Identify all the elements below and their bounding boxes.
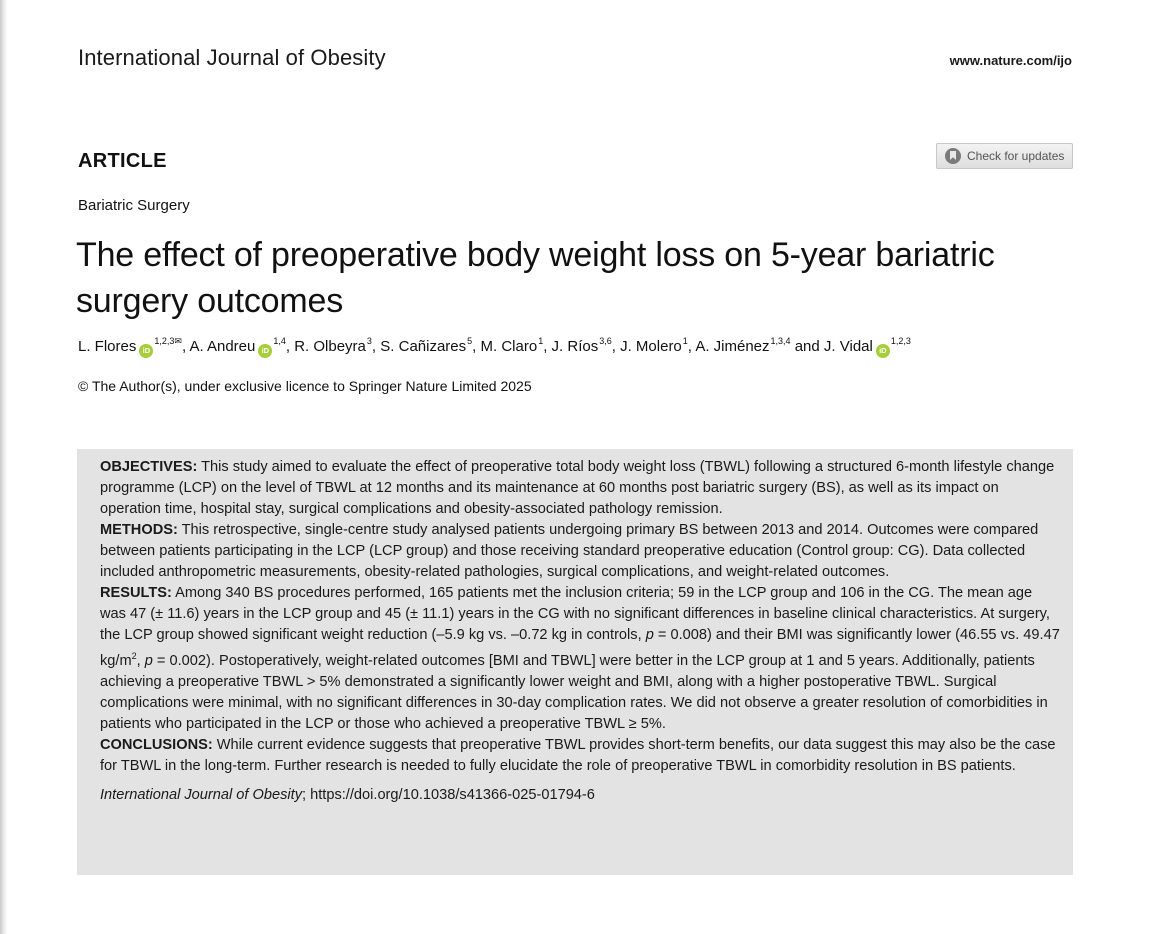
author-name[interactable]: L. Flores — [78, 338, 137, 355]
author-affiliation: 1,2,3 — [890, 336, 911, 346]
bookmark-icon — [945, 148, 961, 164]
check-for-updates-button[interactable]: Check for updates — [936, 143, 1073, 169]
results-text: = 0.008) and their BMI was significantly… — [100, 627, 1060, 669]
author-name[interactable]: J. Molero — [620, 338, 682, 355]
orcid-icon[interactable]: iD — [139, 344, 154, 358]
article-type-label: ARTICLE — [78, 150, 167, 172]
author-affiliation: 1 — [538, 336, 544, 346]
abstract-box: OBJECTIVES: This study aimed to evaluate… — [77, 449, 1073, 875]
objectives-text: This study aimed to evaluate the effect … — [100, 459, 1055, 517]
abstract-text: OBJECTIVES: This study aimed to evaluate… — [100, 457, 1060, 806]
author-name[interactable]: M. Claro — [480, 338, 538, 355]
mail-icon[interactable]: ✉ — [174, 336, 182, 346]
author-name[interactable]: S. Cañizares — [380, 338, 467, 355]
article-title: The effect of preoperative body weight l… — [76, 236, 995, 320]
p-value-symbol: p — [645, 627, 654, 643]
citation-doi-link[interactable]: ; https://doi.org/10.1038/s41366-025-017… — [302, 786, 595, 803]
page-edge-shadow — [0, 0, 8, 934]
check-for-updates-label: Check for updates — [967, 149, 1065, 163]
author-affiliation: 3,6 — [599, 336, 612, 346]
orcid-icon[interactable]: iD — [875, 344, 890, 358]
results-text: , — [136, 652, 145, 669]
journal-name: International Journal of Obesity — [78, 45, 386, 70]
objectives-heading: OBJECTIVES: — [100, 459, 198, 475]
author-list: L. Flores iD1,2,3✉, A. Andreu iD1,4, R. Ol… — [78, 336, 1078, 358]
author-affiliation: 1,3,4 — [770, 336, 791, 346]
author-affiliation: 1 — [682, 336, 688, 346]
abstract-conclusions: CONCLUSIONS: While current evidence sugg… — [100, 735, 1060, 777]
methods-text: This retrospective, single-centre study … — [100, 522, 1039, 580]
conclusions-text: While current evidence suggests that pre… — [100, 736, 1056, 774]
abstract-results: RESULTS: Among 340 BS procedures perform… — [100, 583, 1060, 735]
conclusions-heading: CONCLUSIONS: — [100, 736, 213, 753]
citation-journal: International Journal of Obesity — [100, 786, 302, 803]
superscript: 2 — [131, 651, 137, 661]
methods-heading: METHODS: — [100, 522, 178, 538]
section-label: Bariatric Surgery — [78, 197, 190, 214]
results-heading: RESULTS: — [100, 585, 172, 601]
author-name[interactable]: A. Andreu — [189, 338, 256, 355]
abstract-methods: METHODS: This retrospective, single-cent… — [100, 520, 1060, 583]
author-name[interactable]: J. Vidal — [823, 338, 873, 355]
author-affiliation: 3 — [366, 336, 372, 346]
copyright-notice: © The Author(s), under exclusive licence… — [78, 378, 532, 394]
author-affiliation: 1,4 — [273, 336, 286, 346]
author-affiliation: 5 — [467, 336, 473, 346]
results-text: Among 340 BS procedures performed, 165 p… — [100, 585, 1050, 643]
p-value-symbol: p — [144, 652, 153, 669]
author-name[interactable]: A. Jiménez — [695, 338, 770, 355]
citation: International Journal of Obesity; https:… — [100, 785, 1060, 806]
authors-and: and — [794, 338, 820, 355]
author-affiliation: 1,2,3 — [154, 336, 175, 346]
author-name[interactable]: R. Olbeyra — [294, 338, 366, 355]
abstract-objectives: OBJECTIVES: This study aimed to evaluate… — [100, 457, 1060, 520]
journal-url-link[interactable]: www.nature.com/ijo — [949, 53, 1072, 68]
author-name[interactable]: J. Ríos — [551, 338, 599, 355]
orcid-icon[interactable]: iD — [258, 344, 273, 358]
results-text: = 0.002). Postoperatively, weight-relate… — [100, 652, 1048, 732]
